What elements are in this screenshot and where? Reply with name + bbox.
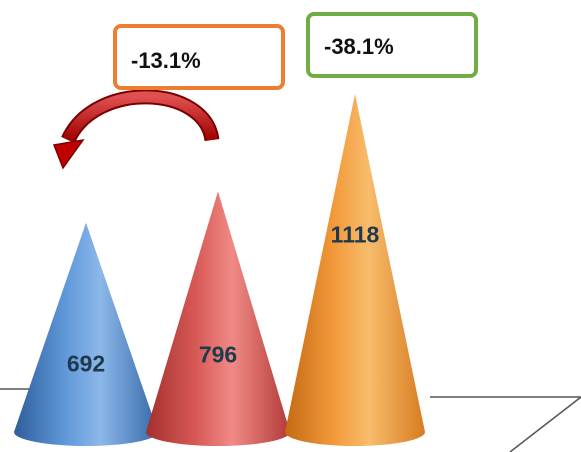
data-label-3: 1118 (331, 222, 380, 248)
change-callout-1: -13.1% (113, 24, 285, 90)
floor-edge-right (509, 396, 581, 452)
data-label-1: 692 (67, 350, 105, 376)
cone-3 (285, 94, 425, 446)
change-callout-2: -38.1% (306, 12, 478, 78)
cone-1 (14, 222, 158, 446)
cone-2 (146, 191, 290, 446)
curved-arrow-icon (52, 89, 220, 170)
data-label-2: 796 (199, 342, 237, 368)
